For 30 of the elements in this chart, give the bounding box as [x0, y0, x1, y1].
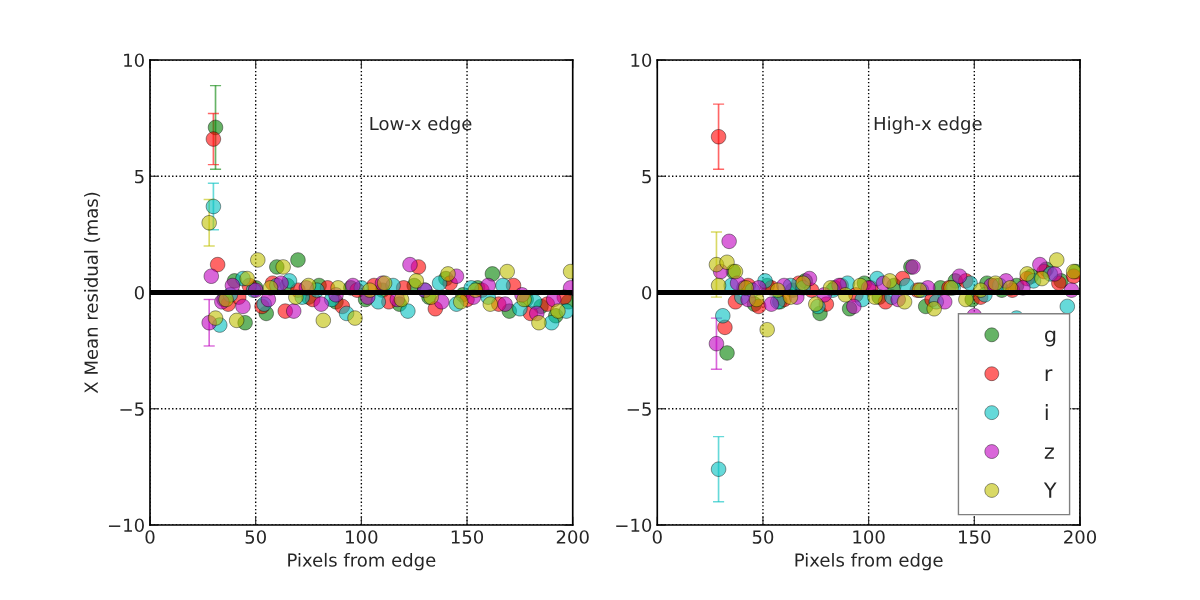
annotation: Low-x edge	[370, 116, 472, 134]
y-tick-label: −10	[616, 518, 652, 533]
x-tick-label: 100	[346, 530, 378, 544]
legend-label: g	[1045, 330, 1056, 347]
x-tick-label: 0	[145, 530, 155, 544]
y-tick-label: −10	[108, 518, 144, 533]
legend-label: Y	[1043, 482, 1057, 498]
x-axis-title: Pixels from edge	[288, 552, 436, 571]
y-tick-label: 5	[135, 169, 144, 184]
x-tick-label: 200	[1064, 530, 1097, 544]
x-axis-title: Pixels from edge	[795, 552, 943, 571]
x-tick-label: 150	[451, 530, 484, 544]
x-tick-label: 0	[652, 530, 662, 544]
x-tick-label: 150	[959, 530, 991, 544]
y-tick-label: 10	[124, 53, 144, 68]
x-tick-label: 50	[245, 530, 266, 544]
annotation: High-x edge	[874, 116, 982, 134]
legend-label: r	[1045, 369, 1053, 382]
y-tick-label: 0	[642, 285, 652, 300]
legend-label: z	[1044, 447, 1054, 459]
y-tick-label: 5	[642, 169, 651, 184]
y-tick-label: 10	[631, 53, 652, 68]
legend-label: i	[1045, 404, 1048, 420]
y-tick-label: 0	[134, 285, 144, 300]
x-tick-label: 200	[556, 530, 589, 544]
y-axis-title: X Mean residual (mas)	[84, 192, 101, 394]
y-tick-label: −5	[120, 402, 144, 416]
x-tick-label: 50	[752, 530, 774, 544]
x-tick-label: 100	[853, 530, 885, 544]
y-tick-label: −5	[627, 402, 651, 416]
